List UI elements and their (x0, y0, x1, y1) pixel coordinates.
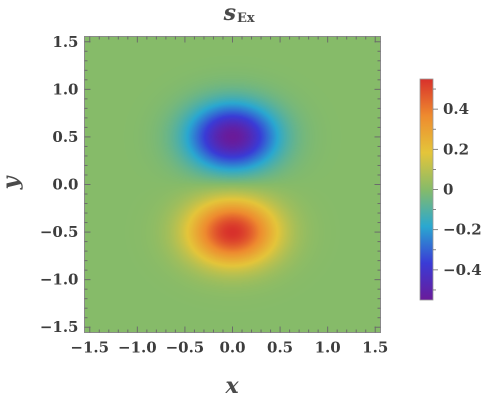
chart-title: s (223, 0, 236, 26)
y-tick-label: −1.5 (40, 318, 79, 336)
x-tick-label: 0.0 (219, 339, 245, 357)
y-axis-label: y (0, 174, 24, 190)
colorbar-tick-label: −0.4 (443, 261, 482, 279)
colorbar-tick-labels: 0.4 0.2 0 −0.2 −0.4 (443, 100, 482, 279)
heatmap-image (85, 37, 380, 332)
colorbar-tick-label: 0 (443, 181, 453, 199)
y-tick-label: 0.0 (52, 176, 78, 194)
y-tick-label: −0.5 (40, 223, 79, 241)
x-tick-label: 1.5 (362, 339, 388, 357)
x-tick-label: 1.0 (315, 339, 341, 357)
x-tick-label: −0.5 (166, 339, 205, 357)
colorbar-tick-label: 0.2 (443, 140, 469, 158)
colorbar-rect (420, 79, 433, 300)
chart-title-subscript: Ex (237, 11, 255, 26)
colorbar-ticks (433, 88, 438, 291)
x-tick-label: −1.5 (70, 339, 109, 357)
x-tick-label: −1.0 (118, 339, 157, 357)
y-axis-ticks (84, 41, 381, 328)
y-tick-label: 1.0 (52, 80, 78, 98)
x-tick-label: 0.5 (267, 339, 293, 357)
y-tick-label: 0.5 (52, 128, 78, 146)
y-axis-tick-labels: 1.5 1.0 0.5 0.0 −0.5 −1.0 −1.5 (40, 33, 79, 336)
colorbar: 0.4 0.2 0 −0.2 −0.4 (419, 78, 482, 301)
y-tick-label: −1.0 (40, 271, 79, 289)
plot-area (84, 36, 381, 333)
colorbar-tick-label: 0.4 (443, 100, 469, 118)
x-axis-tick-labels: −1.5 −1.0 −0.5 0.0 0.5 1.0 1.5 (70, 339, 388, 357)
y-tick-label: 1.5 (52, 33, 78, 51)
x-axis-label: x (224, 373, 239, 399)
colorbar-tick-label: −0.2 (443, 221, 482, 239)
